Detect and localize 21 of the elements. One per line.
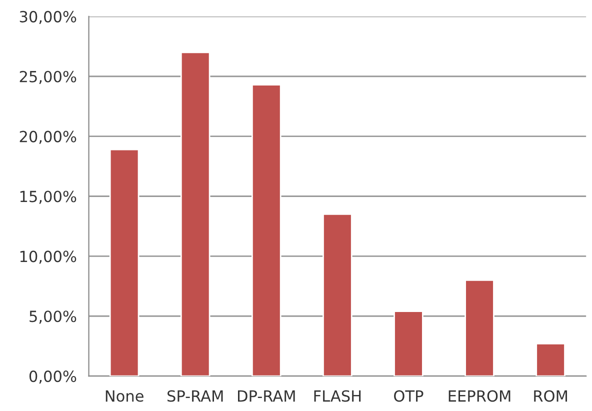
y-tick-label: 20,00% xyxy=(20,130,76,144)
x-tick-label: DP-RAM xyxy=(238,390,295,402)
bar xyxy=(394,310,424,376)
x-tick-label: None xyxy=(106,390,144,402)
x-tick-label: OTP xyxy=(394,390,424,402)
y-tick-label: 25,00% xyxy=(20,70,76,84)
y-tick-label: 30,00% xyxy=(20,10,76,24)
y-tick-label: 10,00% xyxy=(20,250,76,264)
x-tick-label: ROM xyxy=(534,390,567,402)
x-tick-label: SP-RAM xyxy=(168,390,223,402)
bar xyxy=(322,214,352,376)
y-tick-label: 0,00% xyxy=(29,370,76,384)
bar xyxy=(251,84,282,376)
bar xyxy=(464,279,494,376)
y-tick-label: 5,00% xyxy=(30,310,76,324)
x-tick-label: EEPROM xyxy=(448,390,510,402)
bar xyxy=(180,52,210,376)
bar xyxy=(536,343,566,376)
y-tick-label: 15,00% xyxy=(20,190,76,204)
x-tick-label: FLASH xyxy=(314,390,361,402)
bar xyxy=(109,148,140,376)
